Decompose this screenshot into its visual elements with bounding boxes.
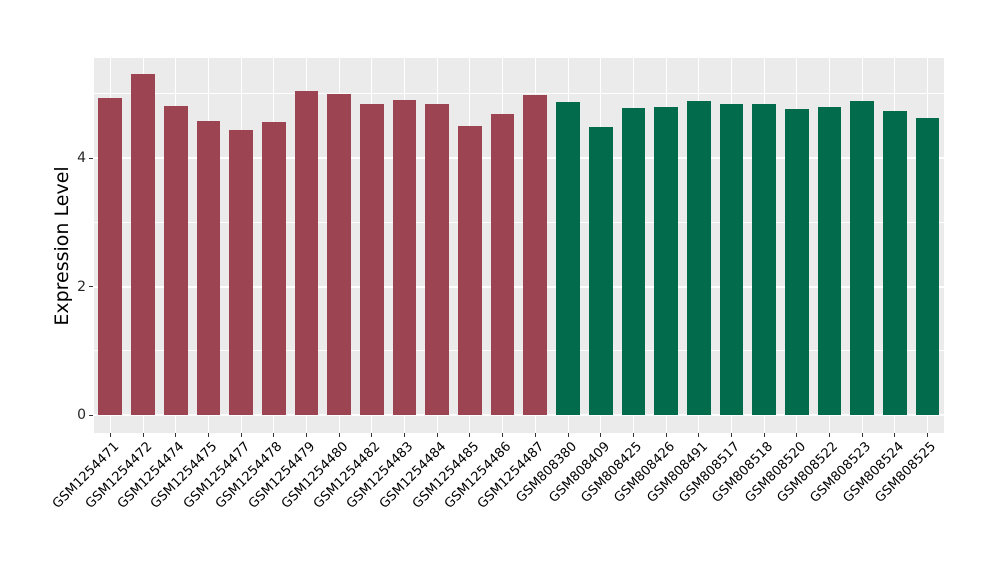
y-tick-label: 2 [77,278,86,295]
bar [719,104,744,415]
gridline-horizontal [94,414,944,416]
bar [490,114,515,415]
x-tick-mark [240,433,242,437]
x-tick-mark [861,433,863,437]
bar [588,127,613,415]
x-tick-mark [502,433,504,437]
x-tick-mark [567,433,569,437]
bar [850,100,875,415]
bar [163,105,188,415]
x-tick-mark [698,433,700,437]
x-tick-mark [306,433,307,437]
y-tick-label: 0 [77,407,86,423]
bar [621,107,646,415]
bar [883,111,907,415]
x-tick-mark [371,433,373,437]
y-tick-label: 4 [77,150,86,166]
bar [686,101,711,415]
y-tick-mark [89,286,93,287]
x-tick-mark [534,433,536,437]
x-tick-mark [404,433,406,437]
bar [229,130,253,415]
bar [785,108,809,415]
x-tick-mark [927,433,929,437]
y-tick-mark [89,414,93,416]
bar [327,94,352,415]
gridline-horizontal [94,93,944,95]
x-tick-mark [469,433,471,437]
bar [360,104,384,415]
gridline-horizontal [94,221,944,223]
x-tick-mark [436,433,438,437]
bar [752,104,777,415]
bar [294,90,319,415]
bar [817,106,842,415]
bar [523,95,548,415]
gridline-horizontal [94,157,944,159]
x-tick-mark [273,433,275,437]
bar [458,125,482,415]
x-tick-mark [731,433,732,437]
gridline-horizontal [94,350,944,352]
x-tick-mark [829,433,831,437]
x-tick-mark [894,433,896,437]
x-tick-mark [600,433,602,437]
gridline-horizontal [94,285,944,288]
bar [392,99,417,415]
x-tick-mark [109,433,111,437]
x-tick-mark [175,433,177,437]
bar [261,122,286,415]
bar [654,106,678,415]
plot-panel [94,58,944,433]
x-tick-mark [796,433,798,437]
x-tick-mark [338,433,340,437]
x-tick-mark [207,433,209,437]
bar [915,118,940,415]
y-axis-title: Expression Level [51,165,73,326]
x-tick-mark [665,433,667,437]
bar [196,120,221,415]
x-tick-mark [763,433,765,437]
bar [556,102,580,415]
y-tick-mark [89,157,93,159]
x-tick-mark [142,433,144,437]
bar [425,104,450,415]
bar [131,73,155,415]
bar [98,98,123,415]
x-tick-mark [632,433,634,437]
